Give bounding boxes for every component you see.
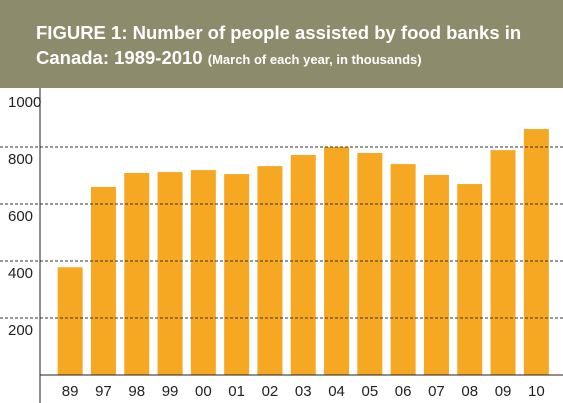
header-band: FIGURE 1: Number of people assisted by f… (0, 0, 563, 88)
x-tick-label: 04 (328, 383, 345, 400)
y-tick-label: 800 (8, 151, 33, 168)
bar (423, 174, 449, 375)
chart-subtitle: (March of each year, in thousands) (207, 52, 422, 67)
x-tick-label: 99 (162, 383, 179, 400)
bar (357, 152, 383, 375)
x-tick-label: 08 (461, 383, 478, 400)
x-tick-label: 10 (528, 383, 545, 400)
bar (190, 170, 216, 375)
x-tick-label: 01 (228, 383, 245, 400)
x-tick-label: 00 (195, 383, 212, 400)
bar (390, 164, 416, 375)
bar (523, 129, 549, 375)
y-tick-label: 600 (8, 208, 33, 225)
x-tick-label: 07 (428, 383, 445, 400)
x-tick-label: 02 (262, 383, 279, 400)
x-tick-label: 05 (362, 383, 379, 400)
bar (157, 172, 183, 375)
x-tick-label: 98 (128, 383, 145, 400)
bar (490, 150, 516, 375)
x-tick-label: 89 (62, 383, 79, 400)
bar (257, 166, 283, 375)
bar (90, 186, 116, 375)
x-tick-label: 09 (495, 383, 512, 400)
y-tick-label: 1000 (8, 94, 41, 111)
title-block: FIGURE 1: Number of people assisted by f… (36, 20, 561, 72)
y-tick-label: 200 (8, 322, 33, 339)
x-tick-label: 97 (95, 383, 112, 400)
y-tick-label: 400 (8, 265, 33, 282)
bar (457, 184, 483, 375)
x-tick-label: 06 (395, 383, 412, 400)
bar (224, 174, 250, 375)
bar (57, 267, 83, 375)
x-tick-label: 03 (295, 383, 312, 400)
bar (290, 154, 316, 375)
chart-title: FIGURE 1: Number of people assisted by f… (36, 22, 522, 68)
bar (124, 172, 150, 375)
